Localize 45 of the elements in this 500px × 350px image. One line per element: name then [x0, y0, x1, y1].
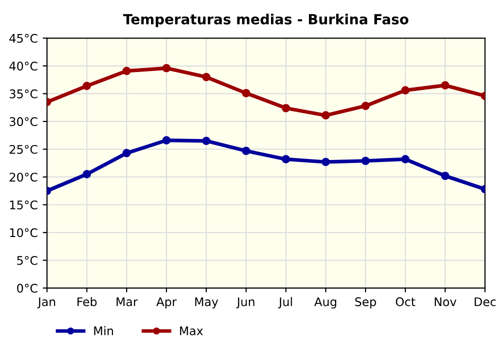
x-tick-label: Dec	[474, 297, 496, 306]
y-tick-label: 10°C	[10, 228, 38, 238]
y-tick-label: 25°C	[10, 144, 38, 154]
point	[202, 72, 210, 82]
point	[282, 104, 290, 112]
point	[242, 146, 250, 156]
point	[202, 136, 210, 146]
x-tick-label: May	[195, 297, 218, 309]
point	[441, 81, 450, 90]
point	[401, 86, 410, 95]
x-tick-label: Feb	[78, 297, 97, 306]
point	[242, 88, 250, 98]
point	[122, 66, 131, 76]
point	[82, 82, 91, 90]
point	[162, 136, 171, 144]
point	[122, 148, 131, 158]
y-tick-label: 45°C	[9, 34, 38, 43]
point	[441, 172, 450, 180]
x-tick-label: Jul	[278, 297, 292, 308]
point	[361, 156, 370, 166]
point	[361, 102, 370, 110]
y-tick-label: 20°C	[10, 172, 38, 182]
y-tick-label: 0°C	[17, 284, 38, 293]
chart-title: Temperaturas medias - Burkina Faso	[123, 14, 408, 28]
point	[282, 155, 290, 164]
y-tick-label: 30°C	[10, 117, 38, 126]
y-tick-label: 5°C	[17, 256, 38, 265]
y-tick-label: 35°C	[10, 89, 38, 98]
x-tick-label: Mar	[116, 297, 138, 306]
point	[401, 155, 410, 164]
point	[322, 111, 330, 120]
legend-label: Min	[94, 326, 113, 336]
y-tick-label: 15°C	[10, 200, 38, 210]
x-tick-label: Apr	[156, 297, 177, 309]
x-tick-label: Jan	[37, 297, 56, 308]
legend-label: Max	[180, 326, 203, 336]
point	[82, 170, 91, 178]
point	[322, 158, 330, 166]
x-tick-label: Sep	[355, 297, 376, 309]
x-tick-label: Jun	[236, 297, 254, 308]
y-tick-label: 40°C	[9, 62, 38, 71]
x-tick-label: Oct	[396, 297, 416, 306]
x-tick-label: Aug	[314, 297, 336, 309]
x-tick-label: Nov	[434, 297, 456, 306]
point	[162, 64, 171, 72]
